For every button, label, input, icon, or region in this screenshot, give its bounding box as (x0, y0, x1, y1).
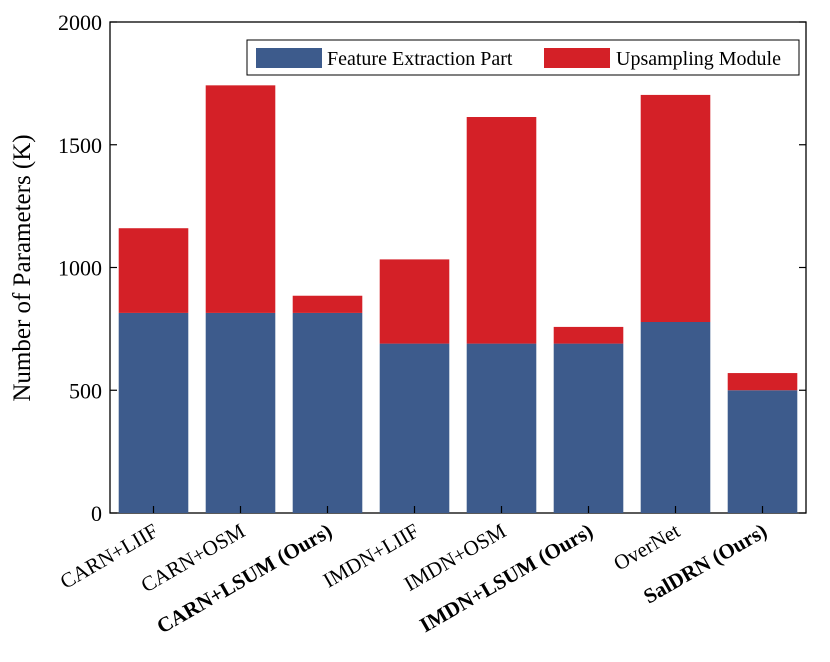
y-tick-label-3: 1500 (58, 133, 102, 158)
bar-feature-extraction-4 (466, 343, 537, 513)
legend: Feature Extraction Part Upsampling Modul… (246, 39, 800, 76)
x-category-label-6: OverNet (609, 518, 684, 575)
bar-upsampling-module-7 (727, 373, 798, 391)
bar-upsampling-module-3 (379, 259, 450, 344)
bar-feature-extraction-2 (292, 312, 363, 513)
bar-upsampling-module-0 (118, 228, 189, 313)
bar-upsampling-module-2 (292, 295, 363, 313)
bar-feature-extraction-0 (118, 312, 189, 513)
legend-box (246, 39, 800, 76)
bar-feature-extraction-6 (640, 322, 711, 513)
x-axis-ticks (152, 506, 764, 513)
legend-label-feature-extraction: Feature Extraction Part (327, 48, 513, 70)
y-axis-label: Number of Parameters (K) (9, 134, 36, 401)
bars-group (118, 85, 798, 513)
y-tick-label-2: 1000 (58, 256, 102, 281)
y-tick-label-1: 500 (69, 378, 102, 403)
bar-feature-extraction-3 (379, 343, 450, 513)
bar-upsampling-module-5 (553, 326, 624, 344)
bar-feature-extraction-5 (553, 343, 624, 513)
legend-label-upsampling-module: Upsampling Module (616, 48, 781, 70)
bar-upsampling-module-4 (466, 117, 537, 344)
y-axis-ticks: 0 500 1000 1500 2000 (58, 10, 806, 526)
bar-upsampling-module-6 (640, 94, 711, 323)
legend-swatch-feature-extraction (256, 48, 322, 68)
y-tick-label-0: 0 (91, 501, 102, 526)
legend-swatch-upsampling-module (544, 48, 610, 68)
bar-upsampling-module-1 (205, 85, 276, 313)
y-tick-label-4: 2000 (58, 10, 102, 35)
bar-feature-extraction-7 (727, 390, 798, 513)
bar-feature-extraction-1 (205, 312, 276, 513)
